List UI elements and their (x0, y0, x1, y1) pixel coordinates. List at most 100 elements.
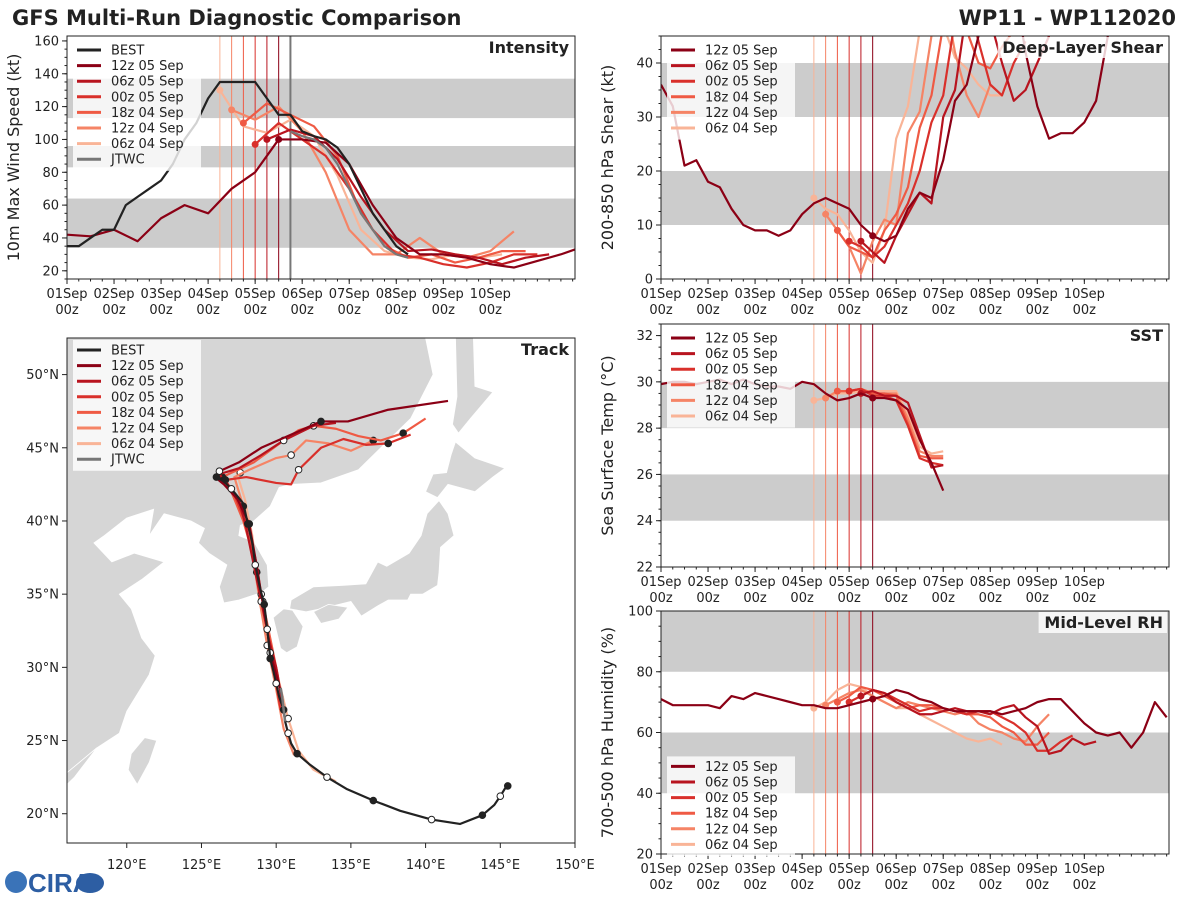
track-ytick-label-0: 20°N (26, 807, 59, 822)
track-xtick-label-4: 140°E (406, 858, 446, 873)
track-jtwc-line (279, 687, 287, 722)
sst-xtick-day-6: 07Sep (923, 575, 964, 590)
intensity-xtick-day-0: 01Sep (46, 287, 87, 302)
shear-ytick-label-2: 20 (636, 165, 653, 180)
shear-xtick-day-6: 07Sep (923, 287, 964, 302)
track-ytick-label-5: 45°N (26, 441, 59, 456)
rh-ytick-label-2: 60 (636, 726, 653, 741)
track-frame (66, 337, 576, 844)
sst-xtick-day-3: 04Sep (782, 575, 823, 590)
sst-forecast-line-0 (813, 390, 944, 455)
track-title: Track (521, 340, 569, 359)
sst-xtick-day-4: 05Sep (829, 575, 870, 590)
sst-xtick-day-7: 08Sep (970, 575, 1011, 590)
intensity-series (67, 80, 575, 269)
shear-ytick-label-4: 40 (636, 57, 653, 72)
track-legend-label-7: JTWC (110, 453, 145, 468)
track-best-marker (260, 600, 269, 609)
track-best-marker (284, 729, 292, 738)
rh-legend-label-1: 06z 05 Sep (705, 776, 778, 791)
track-best-marker (266, 654, 275, 663)
rh-series (661, 682, 1168, 755)
track-best-marker (369, 796, 378, 805)
figure-title: GFS Multi-Run Diagnostic Comparison (12, 6, 461, 30)
sst-frame (660, 323, 1170, 568)
rh-xtick-day-7: 08Sep (970, 862, 1011, 877)
sst-init-point-2 (833, 387, 841, 395)
sst-xtick-hour-0: 00z (649, 591, 673, 606)
sst-xtick-hour-3: 00z (790, 591, 814, 606)
track-best-marker (496, 792, 505, 800)
intensity-xtick-hour-9: 00z (479, 303, 503, 318)
shear-init-point-4 (857, 237, 865, 245)
sst-title: SST (1130, 326, 1163, 345)
sst-ytick-label-1: 24 (636, 514, 653, 529)
shear-ytick-label-1: 10 (636, 219, 653, 234)
track-legend-bg (73, 340, 201, 471)
intensity-title: Intensity (489, 38, 570, 57)
intensity-xtick-day-4: 05Sep (235, 287, 276, 302)
shear-panel: 01020304001Sep00z02Sep00z03Sep00z04Sep00… (598, 35, 1170, 318)
shear-xtick-hour-4: 00z (837, 303, 861, 318)
shear-legend-label-0: 12z 05 Sep (705, 44, 778, 59)
intensity-ytick-label-4: 100 (34, 133, 59, 148)
track-xtick-label-2: 130°E (256, 858, 296, 873)
intensity-xtick-hour-1: 00z (102, 303, 126, 318)
track-legend-label-5: 12z 04 Sep (111, 422, 184, 437)
cira-logo-swirl-icon (76, 873, 104, 893)
shear-xtick-hour-1: 00z (696, 303, 720, 318)
track-best-marker (503, 782, 512, 790)
shear-ylabel: 200-850 hPa Shear (kt) (598, 65, 617, 251)
track-best-marker (478, 811, 487, 819)
intensity-xtick-hour-0: 00z (55, 303, 79, 318)
track-ytick-label-1: 25°N (26, 734, 59, 749)
rh-xtick-hour-6: 00z (932, 878, 956, 893)
track-best-marker (263, 625, 272, 634)
shear-title: Deep-Layer Shear (1002, 38, 1163, 57)
sst-ytick-label-2: 26 (636, 468, 653, 483)
track-best-marker (251, 561, 260, 569)
track-xtick-label-5: 145°E (481, 858, 521, 873)
shear-xtick-hour-7: 00z (979, 303, 1003, 318)
intensity-init-point-2 (239, 119, 247, 127)
shear-legend-bg (667, 40, 795, 140)
sst-legend-label-3: 18z 04 Sep (705, 378, 778, 393)
track-forecast-marker-5 (317, 417, 325, 426)
rh-title-bg (1038, 612, 1167, 633)
cira-logo-globe-icon (5, 871, 27, 893)
shear-forecast-line-4 (860, 36, 1051, 264)
sst-init-point-1 (822, 394, 830, 402)
rh-legend-label-3: 18z 04 Sep (705, 807, 778, 822)
intensity-xtick-hour-8: 00z (432, 303, 456, 318)
sst-legend-label-2: 00z 05 Sep (705, 363, 778, 378)
intensity-legend-label-1: 12z 05 Sep (111, 59, 184, 74)
sst-xtick-day-5: 06Sep (876, 575, 917, 590)
shear-xtick-hour-6: 00z (932, 303, 956, 318)
sst-init-point-0 (810, 396, 818, 404)
track-legend-label-6: 06z 04 Sep (111, 437, 184, 452)
sst-panel: 22242628303201Sep00z02Sep00z03Sep00z04Se… (598, 323, 1170, 606)
rh-legend-bg (667, 756, 795, 856)
sst-legend-label-1: 06z 05 Sep (705, 347, 778, 362)
intensity-init-point-1 (228, 106, 236, 114)
rh-ytick-label-0: 20 (636, 848, 653, 863)
rh-forecast-line-1 (825, 688, 1050, 743)
sst-ylabel: Sea Surface Temp (°C) (598, 355, 617, 535)
rh-xtick-hour-9: 00z (1073, 878, 1097, 893)
track-xtick-label-3: 135°E (331, 858, 371, 873)
intensity-legend-bg (73, 40, 201, 171)
track-best-marker (227, 484, 236, 493)
sst-legend-label-5: 06z 04 Sep (705, 410, 778, 425)
rh-xtick-day-0: 01Sep (640, 862, 681, 877)
intensity-forecast-line-5 (67, 138, 575, 269)
intensity-xtick-day-7: 08Sep (376, 287, 417, 302)
shear-legend-label-5: 06z 04 Sep (705, 122, 778, 137)
land-kyushu (272, 608, 304, 654)
sst-xtick-hour-2: 00z (743, 591, 767, 606)
track-forecast-marker-3 (384, 439, 393, 448)
rh-init-point-2 (833, 698, 841, 706)
track-legend-label-1: 12z 05 Sep (111, 359, 184, 374)
intensity-title-bg (475, 37, 573, 58)
shear-xtick-day-0: 01Sep (640, 287, 681, 302)
